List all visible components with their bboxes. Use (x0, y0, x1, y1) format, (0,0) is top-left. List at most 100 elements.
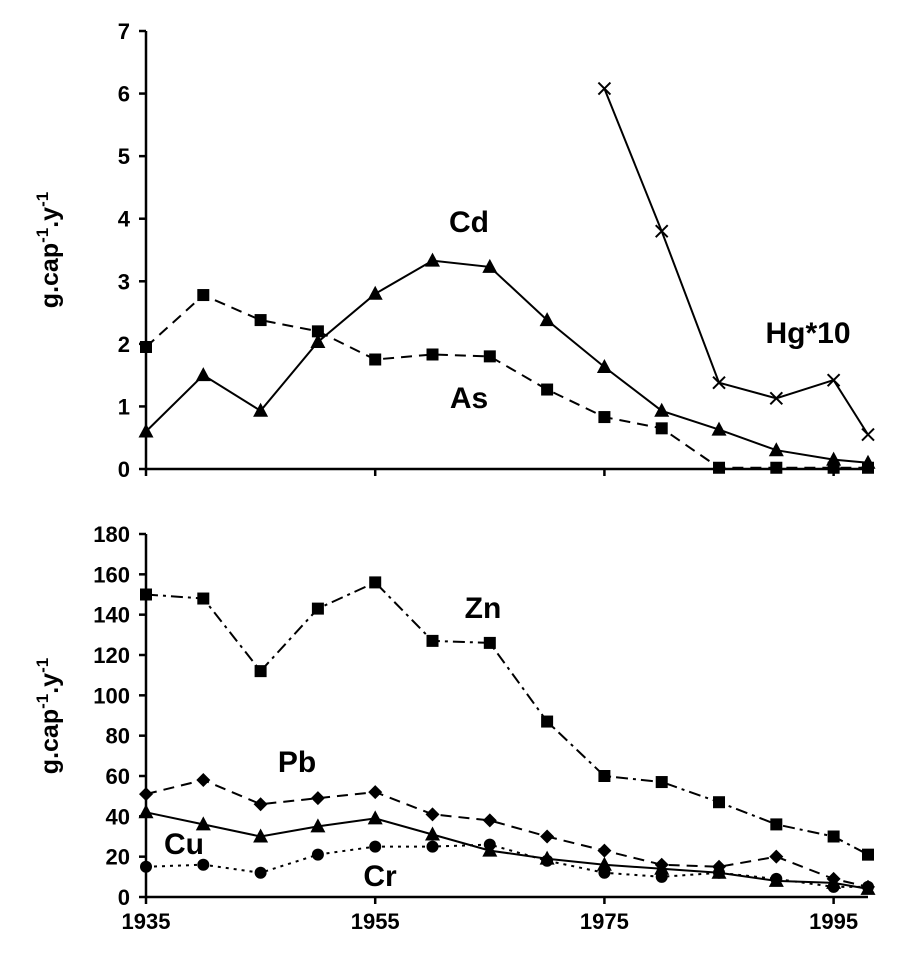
data-point-cr (483, 838, 496, 851)
data-point-zn (770, 818, 783, 831)
y-tick-label: 2 (118, 332, 130, 357)
data-point-pb (482, 813, 497, 828)
data-point-cr (862, 880, 874, 893)
data-point-cd (482, 258, 498, 273)
data-point-hg-10 (769, 391, 784, 406)
series-label-cr: Cr (363, 860, 397, 893)
data-point-cr (541, 854, 554, 867)
data-point-cd (253, 402, 269, 417)
data-point-pb (425, 807, 440, 822)
data-point-zn (197, 592, 210, 605)
y-tick-label: 4 (118, 207, 131, 232)
data-point-cr (311, 848, 324, 861)
data-point-cu (425, 826, 441, 841)
data-point-cd (768, 442, 784, 457)
y-tick-label: 180 (93, 522, 130, 547)
data-point-cr (827, 880, 840, 893)
y-tick-label: 160 (93, 562, 130, 587)
data-point-cu (138, 804, 154, 819)
data-point-zn (483, 636, 496, 649)
data-point-cd (138, 423, 154, 438)
data-point-as (827, 461, 840, 474)
data-point-cr (426, 840, 439, 853)
series-line-cr (145, 843, 868, 888)
y-axis-label: g.cap-1.y-1 (33, 192, 64, 308)
bottom-chart-panel: 0 20 40 60 80 100 120 140 160 180 1935 1955 1975 1995… (33, 522, 876, 934)
data-point-hg-10 (655, 224, 669, 238)
series-label-pb: Pb (278, 746, 316, 779)
data-point-as (311, 325, 324, 338)
y-tick-label: 7 (118, 19, 130, 44)
data-point-as (770, 461, 783, 474)
data-point-cr (197, 858, 210, 871)
data-point-cd (195, 367, 211, 382)
data-point-cr (140, 860, 152, 873)
series-line-pb (145, 778, 869, 888)
series-label-cd: Cd (449, 206, 489, 239)
data-point-as (713, 461, 726, 474)
data-point-hg-10 (712, 375, 726, 390)
series-line-zn (145, 581, 869, 856)
y-axis-label: g.cap-1.y-1 (33, 658, 64, 774)
data-point-pb (253, 797, 268, 812)
data-point-cr (254, 866, 267, 879)
data-point-cu (596, 856, 612, 871)
y-tick-label: 100 (93, 683, 130, 708)
series-label-cu: Cu (164, 828, 204, 861)
data-point-as (426, 348, 439, 361)
data-point-zn (426, 634, 439, 647)
data-point-cd (711, 421, 727, 436)
data-point-pb (139, 787, 153, 802)
data-point-cr (655, 870, 668, 883)
data-point-zn (655, 776, 668, 789)
top-chart-panel: 0 1 2 3 4 5 6 7 g.cap-1.y-1 Cd As Hg*10 (33, 19, 876, 482)
y-tick-label: 0 (118, 457, 130, 482)
data-point-zn (862, 848, 874, 861)
data-point-pb (769, 849, 784, 864)
data-point-cd (367, 285, 383, 300)
data-point-cu (654, 860, 670, 875)
data-point-pb (368, 785, 383, 800)
data-point-pb (597, 843, 612, 858)
data-point-zn (827, 830, 840, 843)
data-point-zn (598, 770, 611, 782)
series-label-as: As (450, 382, 488, 415)
data-point-cu (195, 816, 211, 831)
data-point-as (369, 353, 382, 366)
y-tick-label: 6 (118, 82, 130, 107)
y-tick-label: 140 (93, 603, 130, 628)
data-point-cr (369, 840, 382, 853)
data-point-as (655, 422, 668, 435)
data-point-cu (253, 828, 269, 843)
data-point-cd (654, 402, 670, 417)
series-line-cu (145, 811, 869, 890)
data-point-as (197, 289, 210, 302)
x-tick-label: 1995 (809, 909, 858, 934)
y-tick-label: 5 (118, 144, 130, 169)
data-point-as (483, 350, 496, 363)
data-point-as (254, 314, 267, 327)
data-point-as (140, 340, 152, 353)
data-point-zn (140, 588, 152, 601)
data-point-cu (310, 818, 326, 833)
data-point-cd (596, 359, 612, 374)
data-point-pb (540, 829, 555, 844)
data-point-zn (541, 715, 554, 728)
data-point-zn (713, 796, 726, 809)
y-tick-label: 120 (93, 643, 130, 668)
series-label-zn: Zn (465, 592, 502, 625)
data-point-cd (539, 312, 555, 327)
y-tick-label: 40 (106, 804, 130, 829)
x-tick-label: 1975 (580, 909, 629, 934)
y-tick-label: 1 (118, 394, 130, 419)
data-point-cr (598, 866, 611, 879)
y-tick-label: 0 (118, 885, 130, 910)
x-tick-label: 1935 (122, 909, 171, 934)
data-point-cd (310, 333, 326, 348)
y-tick-label: 80 (106, 724, 130, 749)
data-point-zn (311, 602, 324, 615)
data-point-hg-10 (597, 81, 612, 96)
data-point-hg-10 (826, 373, 841, 387)
data-point-cu (367, 810, 383, 825)
data-point-cr (713, 866, 726, 879)
